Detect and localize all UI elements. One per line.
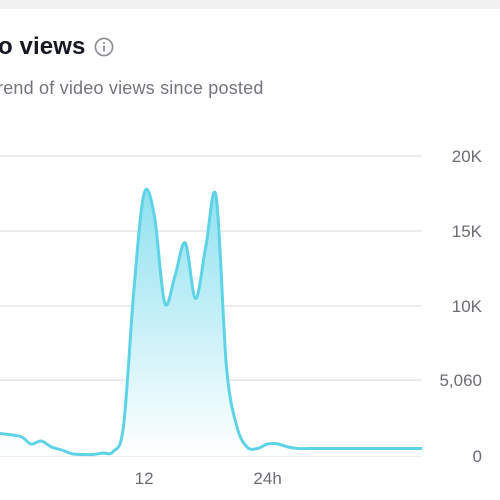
y-tick-label: 5,060 bbox=[439, 371, 482, 390]
y-tick-label: 10K bbox=[452, 297, 483, 316]
y-tick-label: 15K bbox=[452, 222, 483, 241]
x-tick-label: 24h bbox=[253, 469, 281, 488]
y-tick-label: 0 bbox=[473, 447, 482, 466]
top-bar bbox=[0, 0, 500, 9]
title-row: o views bbox=[0, 32, 114, 62]
y-tick-label: 20K bbox=[452, 147, 483, 166]
chart-title: o views bbox=[0, 33, 86, 60]
views-area-fill bbox=[0, 189, 422, 456]
chart-subtitle: rend of video views since posted bbox=[0, 78, 264, 98]
views-series-line bbox=[0, 187, 422, 457]
x-tick-label: 12 bbox=[135, 469, 154, 488]
info-icon[interactable] bbox=[94, 37, 114, 57]
